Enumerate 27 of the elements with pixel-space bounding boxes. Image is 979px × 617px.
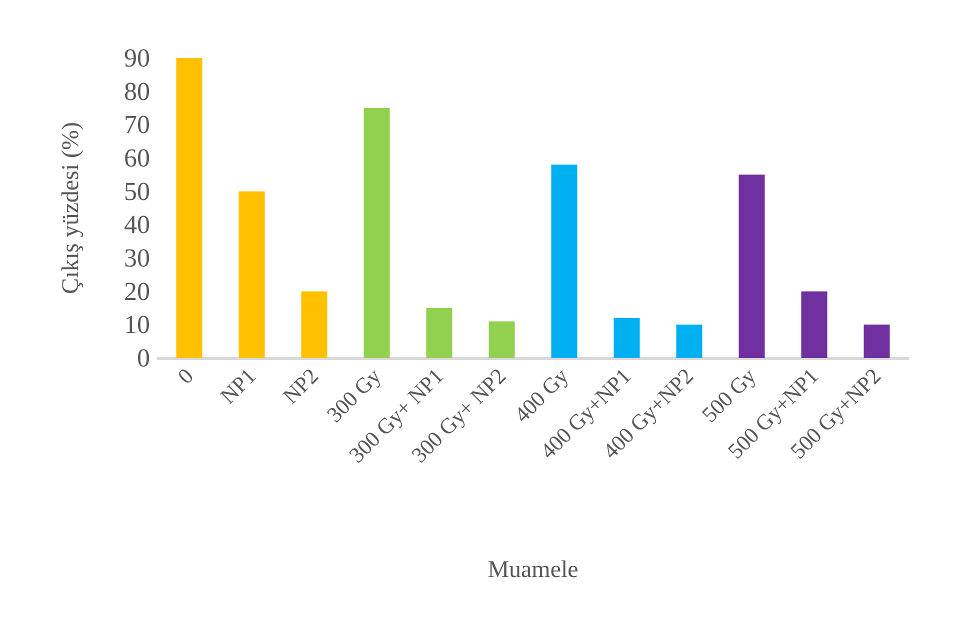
bar: [551, 164, 578, 358]
x-tick-label: NP1: [215, 363, 261, 408]
y-tick-label: 30: [124, 244, 150, 272]
x-tick-label: 0: [172, 363, 198, 389]
y-axis-title: Çıkış yüzdesi (%): [58, 122, 84, 294]
bar: [801, 291, 828, 358]
bar: [426, 308, 452, 358]
y-tick-label: 50: [124, 176, 150, 206]
x-axis-title: Muamele: [488, 557, 578, 583]
y-tick-label: 80: [124, 76, 150, 106]
x-tick-label: NP2: [278, 363, 324, 408]
bar: [864, 324, 890, 358]
y-tick-label: 20: [124, 276, 150, 306]
bar: [364, 108, 390, 358]
y-tick-label: 70: [124, 110, 150, 140]
bar: [301, 291, 328, 358]
y-tick-label: 90: [124, 44, 150, 72]
bar: [238, 191, 265, 358]
y-tick-label: 0: [137, 344, 150, 372]
bar: [738, 174, 765, 358]
bar: [176, 58, 202, 358]
bar: [676, 324, 702, 358]
bar: [614, 318, 640, 358]
y-tick-label: 60: [124, 144, 150, 172]
bar: [488, 321, 515, 358]
y-tick-label: 40: [124, 210, 150, 240]
y-tick-label: 10: [124, 310, 150, 340]
